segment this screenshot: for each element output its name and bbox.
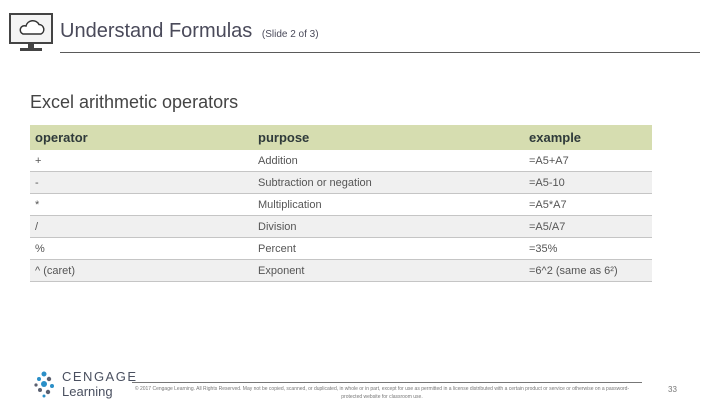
title-text: Understand Formulas	[60, 20, 253, 42]
example-cell: =A5+A7	[524, 150, 652, 172]
operator-cell: /	[30, 215, 253, 238]
column-header-operator: operator	[30, 125, 253, 150]
logo-wordmark-top: CENGAGE	[62, 369, 138, 384]
purpose-cell: Multiplication	[253, 193, 524, 216]
table-row: + Addition =A5+A7	[30, 150, 652, 172]
purpose-cell: Subtraction or negation	[253, 171, 524, 194]
operator-cell: -	[30, 171, 253, 194]
operator-cell: ^ (caret)	[30, 259, 253, 282]
example-cell: =35%	[524, 237, 652, 260]
table-row: * Multiplication =A5*A7	[30, 193, 652, 216]
section-title: Excel arithmetic operators	[30, 92, 239, 112]
example-cell: =A5-10	[524, 171, 652, 194]
example-cell: =A5/A7	[524, 215, 652, 238]
column-header-purpose: purpose	[253, 125, 524, 150]
table-row: / Division =A5/A7	[30, 215, 652, 238]
operators-table: operator purpose example + Addition =A5+…	[30, 125, 652, 282]
purpose-cell: Addition	[253, 150, 524, 172]
logo-wordmark-bottom: Learning	[62, 384, 113, 399]
monitor-cloud-icon	[9, 13, 53, 51]
table-row: ^ (caret) Exponent =6^2 (same as 6²)	[30, 259, 652, 282]
column-header-example: example	[524, 125, 652, 150]
purpose-cell: Division	[253, 215, 524, 238]
cengage-logo-icon	[34, 371, 54, 398]
operator-cell: *	[30, 193, 253, 216]
table-header-row: operator purpose example	[30, 125, 652, 150]
operator-cell: +	[30, 150, 253, 172]
slide-counter: (Slide 2 of 3)	[261, 29, 319, 40]
table-row: % Percent =35%	[30, 237, 652, 260]
table-row: - Subtraction or negation =A5-10	[30, 171, 652, 194]
page-title: Understand Formulas (Slide 2 of 3)	[60, 20, 319, 43]
copyright-notice: © 2017 Cengage Learning. All Rights Rese…	[134, 386, 630, 400]
purpose-cell: Exponent	[253, 259, 524, 282]
example-cell: =A5*A7	[524, 193, 652, 216]
footer-divider	[132, 382, 642, 383]
page-number: 33	[668, 385, 677, 394]
example-cell: =6^2 (same as 6²)	[524, 259, 652, 282]
purpose-cell: Percent	[253, 237, 524, 260]
header-divider	[60, 52, 700, 53]
operator-cell: %	[30, 237, 253, 260]
